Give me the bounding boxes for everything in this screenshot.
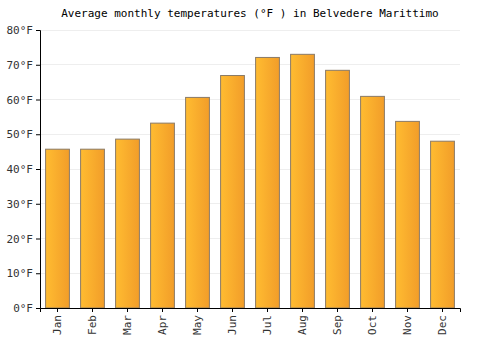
x-tick-label: Apr [156,315,169,335]
x-tick-mark [407,308,408,312]
x-tick: Aug [296,308,309,335]
grid-line [40,99,460,100]
bar [116,139,140,308]
x-tick-mark [162,308,163,312]
grid [40,30,460,308]
x-tick-mark [442,308,443,312]
y-tick-label: 40°F [7,163,34,176]
x-tick-label: Feb [86,315,99,335]
bar [291,54,315,308]
x-tick-label: Oct [366,315,379,335]
y-tick-mark [36,100,40,101]
x-tick: Jul [261,308,274,335]
y-tick: 40°F [7,163,41,176]
y-tick-mark [36,308,40,309]
y-tick-label: 70°F [7,59,34,72]
y-tick-label: 10°F [7,267,34,280]
y-axis: 0°F 10°F 20°F 30°F 40°F 50°F 60°F 70°F 80°F [7,24,41,315]
bars [46,54,455,308]
plot: 0°F 10°F 20°F 30°F 40°F 50°F 60°F 70°F 80°F Jan Fe… [7,24,461,335]
y-tick: 0°F [13,302,40,315]
y-tick: 20°F [7,233,41,246]
bar [81,149,105,308]
title: Average monthly temperatures (°F ) in Be… [61,7,439,20]
bar [326,70,350,308]
x-tick-mark [372,308,373,312]
chart: 0°F 10°F 20°F 30°F 40°F 50°F 60°F 70°F 80°F Jan Fe… [0,0,500,350]
x-tick-mark [197,308,198,312]
bar [396,121,420,308]
grid-line [40,30,460,31]
bar [431,141,455,308]
y-tick: 10°F [7,267,41,280]
x-tick-label: Nov [401,315,414,335]
x-tick-mark [57,308,58,312]
x-tick-label: Mar [121,315,134,335]
bar [151,123,175,308]
x-tick-label: May [191,315,204,335]
x-tick: Jun [226,308,239,335]
y-tick-label: 80°F [7,24,34,37]
x-tick-label: Dec [436,315,449,335]
x-tick: Feb [86,308,99,335]
y-tick-mark [36,169,40,170]
x-axis-line [41,309,461,313]
x-tick-label: Jun [226,315,239,335]
x-tick: May [191,308,204,335]
y-tick: 70°F [7,59,41,72]
x-tick-mark [337,308,338,312]
bar [361,96,385,308]
x-tick: Sep [331,308,344,335]
x-tick-label: Sep [331,315,344,335]
x-tick-label: Jul [261,315,274,335]
x-tick-mark [232,308,233,312]
y-tick-mark [36,239,40,240]
bar [186,97,210,308]
y-tick-label: 60°F [7,94,34,107]
y-tick-mark [36,30,40,31]
bar [46,149,70,308]
y-tick-mark [36,273,40,274]
x-tick-mark [302,308,303,312]
bar [256,57,280,308]
x-tick-mark [267,308,268,312]
y-tick-label: 50°F [7,128,34,141]
x-tick-mark [92,308,93,312]
x-tick-mark [127,308,128,312]
y-tick-mark [36,65,40,66]
y-tick: 60°F [7,94,41,107]
x-tick: Oct [366,308,379,335]
x-axis: Jan Feb Mar Apr May Jun Jul Aug Sep Oct Nov Dec [41,308,461,335]
bar [221,76,245,308]
y-tick-label: 30°F [7,198,34,211]
y-tick-mark [36,204,40,205]
x-tick: Nov [401,308,414,335]
x-tick-label: Aug [296,315,309,335]
y-tick: 80°F [7,24,41,37]
y-tick-label: 20°F [7,233,34,246]
y-tick: 50°F [7,128,41,141]
y-tick-label: 0°F [13,302,33,315]
x-tick-label: Jan [51,315,64,335]
y-tick-mark [36,134,40,135]
x-tick: Jan [51,308,64,335]
x-tick: Apr [156,308,169,335]
y-axis-line [36,31,41,309]
grid-line [40,64,460,65]
x-tick: Dec [436,308,449,335]
y-tick: 30°F [7,198,41,211]
x-tick: Mar [121,308,134,335]
